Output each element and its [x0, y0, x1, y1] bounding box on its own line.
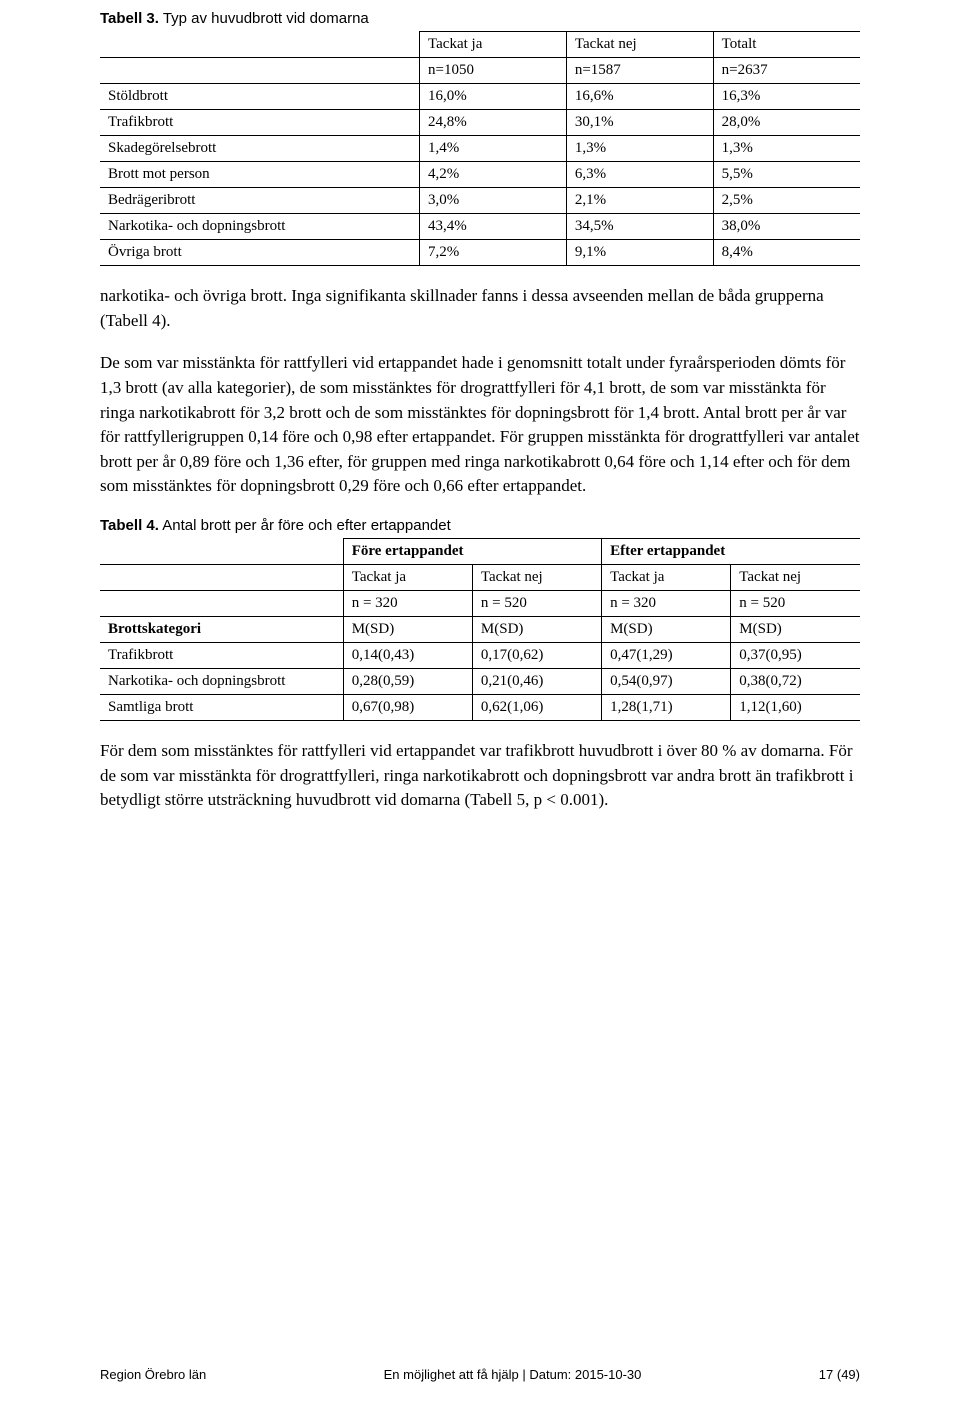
table3-rowlabel: Övriga brott — [100, 240, 420, 266]
table3-cell: 9,1% — [566, 240, 713, 266]
table3-caption-bold: Tabell 3. — [100, 10, 159, 27]
table3-cell: 4,2% — [420, 162, 567, 188]
table4-rowlabel: Narkotika- och dopningsbrott — [100, 669, 343, 695]
table3-cell: 16,3% — [713, 84, 860, 110]
table4-cell: 0,67(0,98) — [343, 695, 472, 721]
table4-cell: 0,28(0,59) — [343, 669, 472, 695]
table3-rowlabel: Skadegörelsebrott — [100, 136, 420, 162]
table4-sub1: Tackat nej — [731, 565, 860, 591]
table3-cell: 24,8% — [420, 110, 567, 136]
table4-cell: 0,38(0,72) — [731, 669, 860, 695]
table-row: Skadegörelsebrott 1,4% 1,3% 1,3% — [100, 136, 860, 162]
table3-cell: 43,4% — [420, 214, 567, 240]
table3-rowlabel: Bedrägeribrott — [100, 188, 420, 214]
table3: Tackat ja Tackat nej Totalt n=1050 n=158… — [100, 31, 860, 266]
table3-cell: 1,3% — [566, 136, 713, 162]
table-row: Övriga brott 7,2% 9,1% 8,4% — [100, 240, 860, 266]
table4-rowlabel: Samtliga brott — [100, 695, 343, 721]
table3-subheader: n=2637 — [713, 58, 860, 84]
table4-sub1: Tackat nej — [472, 565, 601, 591]
table4-cell: 0,14(0,43) — [343, 643, 472, 669]
table-row: Stöldbrott 16,0% 16,6% 16,3% — [100, 84, 860, 110]
paragraph-3: För dem som misstänktes för rattfylleri … — [100, 739, 860, 813]
table3-subheader: n=1587 — [566, 58, 713, 84]
table3-header: Totalt — [713, 32, 860, 58]
table4-cell: 1,28(1,71) — [602, 695, 731, 721]
table4-sub2: n = 320 — [602, 591, 731, 617]
table3-cell: 8,4% — [713, 240, 860, 266]
table4-group-header: Före ertappandet — [343, 539, 601, 565]
table3-rowlabel: Trafikbrott — [100, 110, 420, 136]
table3-rowlabel: Brott mot person — [100, 162, 420, 188]
footer-center: En möjlighet att få hjälp | Datum: 2015-… — [384, 1367, 642, 1382]
table4: Före ertappandet Efter ertappandet Tacka… — [100, 538, 860, 721]
table3-rowlabel: Narkotika- och dopningsbrott — [100, 214, 420, 240]
table3-header: Tackat nej — [566, 32, 713, 58]
table4-cell: 1,12(1,60) — [731, 695, 860, 721]
table4-cat-header: Brottskategori — [100, 617, 343, 643]
table3-rowlabel: Stöldbrott — [100, 84, 420, 110]
table3-cell: 7,2% — [420, 240, 567, 266]
table-row: Bedrägeribrott 3,0% 2,1% 2,5% — [100, 188, 860, 214]
table3-cell: 28,0% — [713, 110, 860, 136]
table4-msd: M(SD) — [472, 617, 601, 643]
table4-group-header: Efter ertappandet — [602, 539, 860, 565]
table-row: Trafikbrott 0,14(0,43) 0,17(0,62) 0,47(1… — [100, 643, 860, 669]
page-footer: Region Örebro län En möjlighet att få hj… — [100, 1367, 860, 1382]
table3-subheader: n=1050 — [420, 58, 567, 84]
table3-cell: 3,0% — [420, 188, 567, 214]
table-row: Narkotika- och dopningsbrott 43,4% 34,5%… — [100, 214, 860, 240]
table3-cell: 38,0% — [713, 214, 860, 240]
table3-cell: 30,1% — [566, 110, 713, 136]
table-row: Trafikbrott 24,8% 30,1% 28,0% — [100, 110, 860, 136]
table4-cell: 0,47(1,29) — [602, 643, 731, 669]
table3-header: Tackat ja — [420, 32, 567, 58]
table3-cell: 5,5% — [713, 162, 860, 188]
table4-cell: 0,37(0,95) — [731, 643, 860, 669]
table3-cell: 6,3% — [566, 162, 713, 188]
table4-caption-rest: Antal brott per år före och efter ertapp… — [159, 517, 451, 534]
table4-cell: 0,17(0,62) — [472, 643, 601, 669]
table3-cell: 16,6% — [566, 84, 713, 110]
table4-caption: Tabell 4. Antal brott per år före och ef… — [100, 517, 860, 534]
table-row: Narkotika- och dopningsbrott 0,28(0,59) … — [100, 669, 860, 695]
table4-sub2: n = 520 — [731, 591, 860, 617]
table4-caption-bold: Tabell 4. — [100, 517, 159, 534]
table-row: Samtliga brott 0,67(0,98) 0,62(1,06) 1,2… — [100, 695, 860, 721]
table4-rowlabel: Trafikbrott — [100, 643, 343, 669]
table-row: Brott mot person 4,2% 6,3% 5,5% — [100, 162, 860, 188]
table3-cell: 1,3% — [713, 136, 860, 162]
table4-sub1: Tackat ja — [343, 565, 472, 591]
paragraph-1: narkotika- och övriga brott. Inga signif… — [100, 284, 860, 333]
table3-caption-rest: Typ av huvudbrott vid domarna — [159, 10, 369, 27]
footer-left: Region Örebro län — [100, 1367, 206, 1382]
table3-cell: 2,1% — [566, 188, 713, 214]
table3-cell: 1,4% — [420, 136, 567, 162]
table3-cell: 16,0% — [420, 84, 567, 110]
table4-sub2: n = 320 — [343, 591, 472, 617]
table4-msd: M(SD) — [731, 617, 860, 643]
table4-sub2: n = 520 — [472, 591, 601, 617]
paragraph-2: De som var misstänkta för rattfylleri vi… — [100, 351, 860, 499]
table4-cell: 0,62(1,06) — [472, 695, 601, 721]
table3-cell: 34,5% — [566, 214, 713, 240]
table4-cell: 0,54(0,97) — [602, 669, 731, 695]
table3-caption: Tabell 3. Typ av huvudbrott vid domarna — [100, 10, 860, 27]
table3-cell: 2,5% — [713, 188, 860, 214]
table4-sub1: Tackat ja — [602, 565, 731, 591]
table4-msd: M(SD) — [602, 617, 731, 643]
footer-right: 17 (49) — [819, 1367, 860, 1382]
table4-cell: 0,21(0,46) — [472, 669, 601, 695]
table4-msd: M(SD) — [343, 617, 472, 643]
